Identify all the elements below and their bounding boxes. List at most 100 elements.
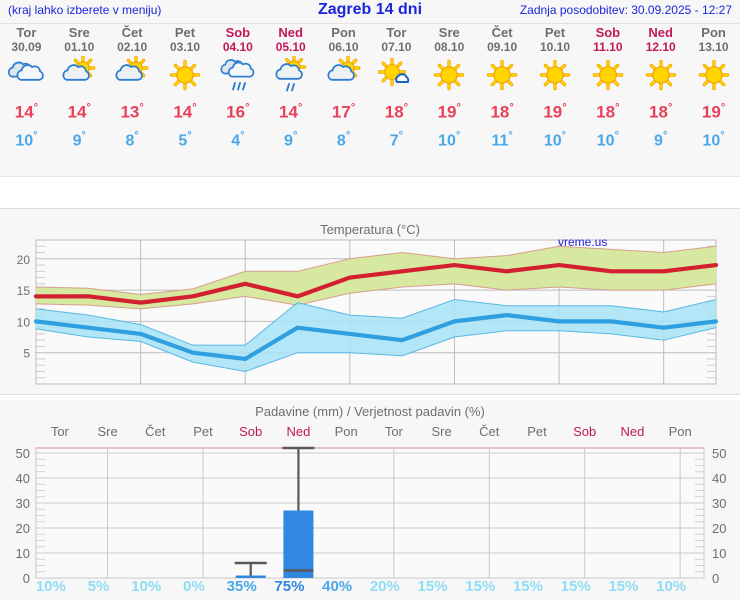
precip-day-label: Sre — [97, 424, 118, 439]
day-date: 11.10 — [593, 40, 623, 54]
sunny-icon — [159, 56, 212, 96]
day-name: Pon — [701, 25, 726, 40]
daily-forecast-strip: Tor 30.09 14° 10° Sre 01.10 14° 9° Čet 02.10 13° 8°… — [0, 25, 740, 165]
precip-day-label: Sob — [239, 424, 263, 439]
low-temperature: 10° — [438, 129, 461, 149]
day-name: Čet — [121, 25, 143, 40]
high-temperature: 18° — [490, 102, 514, 122]
svg-text:10: 10 — [712, 546, 726, 561]
high-temperature: 14° — [14, 102, 39, 122]
day-column[interactable]: Čet 02.10 13° 8° — [106, 25, 159, 152]
day-date: 07.10 — [381, 40, 412, 54]
svg-text:50: 50 — [712, 446, 726, 461]
sunny-icon — [687, 56, 740, 96]
low-temperature: 11° — [491, 129, 513, 149]
precip-probability: 15% — [608, 578, 639, 595]
high-temperature: 14° — [173, 102, 197, 122]
low-temperature: 9° — [72, 129, 86, 149]
day-column[interactable]: Čet 09.10 18° 11° — [476, 25, 529, 152]
day-date: 04.10 — [222, 40, 253, 54]
sunny-icon — [581, 56, 634, 96]
precipitation-chart-svg: 0 0 10 10 20 20 30 30 40 40 50 50 — [16, 446, 727, 586]
day-name: Sre — [68, 25, 90, 40]
svg-text:10: 10 — [17, 315, 31, 329]
precip-probability: 15% — [417, 578, 448, 595]
precipitation-chart-title: Padavine (mm) / Verjetnost padavin (%) — [255, 404, 485, 419]
rain-icon — [211, 56, 264, 96]
day-name: Tor — [16, 25, 37, 40]
day-date: 06.10 — [328, 40, 359, 54]
day-column[interactable]: Tor 07.10 18° 7° — [370, 25, 423, 152]
day-date: 13.10 — [698, 40, 729, 54]
low-temperature: 8° — [125, 129, 139, 149]
temperature-chart-title: Temperatura (°C) — [320, 222, 420, 237]
precip-probability: 15% — [560, 578, 591, 595]
precip-probability: 5% — [87, 578, 110, 595]
precip-probability: 15% — [465, 578, 496, 595]
svg-text:0: 0 — [712, 571, 719, 586]
precip-probability: 75% — [274, 578, 305, 595]
precip-probability: 10% — [35, 578, 66, 595]
precip-day-label: Ned — [620, 424, 645, 439]
low-temperature: 10° — [702, 129, 725, 149]
location-hint: (kraj lahko izberete v meniju) — [8, 3, 162, 17]
day-column[interactable]: Sre 08.10 19° 10° — [423, 25, 476, 152]
precip-probability: 35% — [226, 578, 257, 595]
svg-text:5: 5 — [23, 347, 30, 361]
day-column[interactable]: Sre 01.10 14° 9° — [53, 25, 106, 152]
high-temperature: 18° — [596, 102, 620, 122]
svg-text:15: 15 — [17, 284, 31, 298]
day-column[interactable]: Ned 05.10 14° 9° — [264, 25, 317, 152]
day-name: Sob — [595, 25, 621, 40]
day-column[interactable]: Sob 04.10 16° 4° — [211, 25, 264, 152]
day-date: 01.10 — [64, 40, 95, 54]
header-divider — [0, 23, 740, 24]
sunny-icon — [529, 56, 582, 96]
day-column[interactable]: Tor 30.09 14° 10° — [0, 25, 53, 152]
strip-divider-top — [0, 176, 740, 177]
strip-divider-bottom — [0, 208, 740, 209]
day-name: Pet — [544, 25, 566, 40]
day-column[interactable]: Pon 13.10 19° 10° — [687, 25, 740, 152]
precip-probability: 0% — [183, 578, 205, 595]
precip-day-label: Tor — [50, 424, 69, 439]
svg-text:50: 50 — [16, 446, 30, 461]
high-temperature: 19° — [701, 102, 726, 122]
day-column[interactable]: Sob 11.10 18° 10° — [581, 25, 634, 152]
svg-text:40: 40 — [712, 471, 726, 486]
high-temperature: 17° — [331, 102, 356, 122]
low-temperature: 8° — [336, 129, 351, 149]
day-date: 12.10 — [645, 40, 676, 54]
temperature-chart-panel: Temperatura (°C) 5 10 15 20 — [0, 209, 740, 394]
day-column[interactable]: Ned 12.10 18° 9° — [634, 25, 687, 152]
high-temperature: 13° — [120, 102, 144, 122]
sunny-icon — [423, 56, 476, 96]
day-date: 02.10 — [117, 40, 148, 54]
precip-day-label: Čet — [145, 424, 166, 439]
low-temperature: 7° — [389, 129, 404, 149]
high-temperature: 14° — [279, 102, 303, 122]
high-temperature: 16° — [226, 102, 250, 122]
precip-day-label: Tor — [384, 424, 403, 439]
low-temperature: 10° — [15, 129, 38, 149]
day-column[interactable]: Pet 10.10 19° 10° — [529, 25, 582, 152]
sun-small-cloud-icon — [370, 56, 423, 96]
precipitation-chart-panel: Padavine (mm) / Verjetnost padavin (%) T… — [0, 400, 740, 600]
high-temperature: 19° — [543, 102, 567, 122]
high-temperature: 18° — [649, 102, 673, 122]
day-date: 09.10 — [487, 40, 518, 54]
low-temperature: 9° — [284, 129, 298, 149]
precip-probability: 20% — [369, 578, 400, 595]
low-temperature: 4° — [231, 129, 245, 149]
precip-day-label: Sob — [573, 424, 597, 439]
day-column[interactable]: Pet 03.10 14° 5° — [159, 25, 212, 152]
day-name: Sob — [225, 25, 251, 40]
svg-text:0: 0 — [23, 571, 30, 586]
svg-text:20: 20 — [16, 521, 30, 536]
svg-text:20: 20 — [17, 253, 31, 267]
day-name: Čet — [491, 25, 513, 40]
low-temperature: 9° — [654, 129, 668, 149]
cloudy-icon — [0, 56, 53, 96]
last-update-text: Zadnja posodobitev: 30.09.2025 - 12:27 — [519, 3, 732, 17]
day-column[interactable]: Pon 06.10 17° 8° — [317, 25, 370, 152]
